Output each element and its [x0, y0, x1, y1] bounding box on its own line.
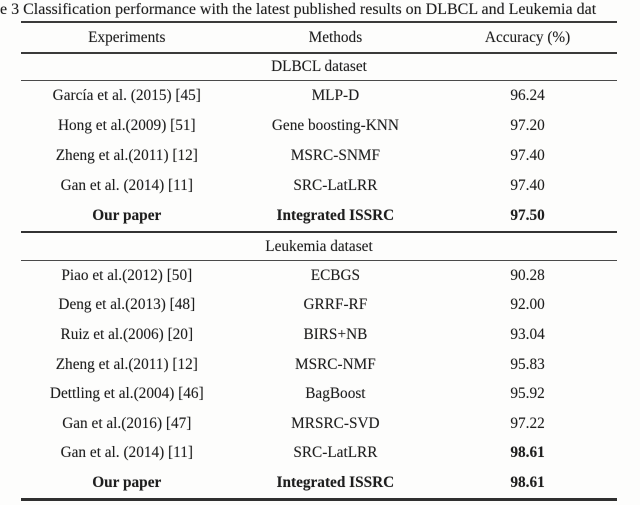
experiment-cell: Dettling et al.(2004) [46] [49, 385, 204, 403]
accuracy-cell: 97.50 [510, 207, 545, 224]
section-dlbcl-rows: García et al. (2015) [45] MLP-D 96.24 Ho… [21, 81, 617, 231]
accuracy-cell: 95.92 [510, 385, 545, 403]
method-cell: MSRC-NMF [295, 355, 376, 373]
experiment-cell: Piao et al.(2012) [50] [61, 266, 193, 284]
table-row: Gan et al. (2014) [11] SRC-LatLRR 98.61 [21, 439, 617, 469]
method-cell: Integrated ISSRC [276, 207, 395, 224]
column-header-experiments: Experiments [88, 28, 166, 46]
experiment-cell: Zheng et al.(2011) [12] [55, 355, 198, 373]
section-title-leukemia: Leukemia dataset [21, 231, 617, 261]
column-header-accuracy: Accuracy (%) [484, 28, 571, 46]
method-cell: MSRC-SNMF [290, 147, 381, 164]
table-row: Zheng et al.(2011) [12] MSRC-NMF 95.83 [21, 350, 617, 380]
accuracy-cell: 97.40 [510, 147, 545, 164]
experiment-cell: Gan et al. (2014) [11] [60, 177, 193, 194]
method-cell: MRSRC-SVD [291, 414, 380, 432]
experiment-cell: Zheng et al.(2011) [12] [55, 147, 198, 164]
accuracy-cell: 97.22 [510, 414, 545, 432]
experiment-cell: Gan et al. (2014) [11] [60, 444, 193, 462]
experiment-cell: Our paper [92, 473, 162, 491]
column-header-methods: Methods [308, 28, 363, 46]
method-cell: BagBoost [305, 385, 366, 403]
table-caption: e 3 Classification performance with the … [0, 1, 597, 18]
accuracy-cell: 90.28 [510, 266, 545, 284]
experiment-cell: Deng et al.(2013) [48] [58, 296, 196, 314]
method-cell: SRC-LatLRR [293, 444, 378, 462]
method-cell: Gene boosting-KNN [271, 117, 399, 134]
table-row: Zheng et al.(2011) [12] MSRC-SNMF 97.40 [21, 141, 617, 171]
table-header-row: Experiments Methods Accuracy (%) [21, 23, 617, 54]
experiment-cell: Our paper [92, 207, 162, 224]
accuracy-cell: 96.24 [510, 87, 545, 104]
method-cell: ECBGS [310, 266, 361, 284]
table-row: García et al. (2015) [45] MLP-D 96.24 [21, 81, 617, 111]
accuracy-cell: 98.61 [510, 473, 545, 491]
method-cell: SRC-LatLRR [293, 177, 378, 194]
method-cell: GRRF-RF [303, 296, 368, 314]
experiment-cell: García et al. (2015) [45] [52, 87, 201, 104]
accuracy-cell: 97.40 [510, 177, 545, 194]
table-row: Gan et al.(2016) [47] MRSRC-SVD 97.22 [21, 409, 617, 439]
section-leukemia-rows: Piao et al.(2012) [50] ECBGS 90.28 Deng … [21, 261, 617, 498]
table-row: Piao et al.(2012) [50] ECBGS 90.28 [21, 261, 617, 291]
experiment-cell: Hong et al.(2009) [51] [57, 117, 196, 134]
accuracy-cell: 93.04 [510, 325, 545, 343]
experiment-cell: Ruiz et al.(2006) [20] [60, 325, 194, 343]
accuracy-cell: 92.00 [510, 296, 545, 314]
table-row-our-paper: Our paper Integrated ISSRC 97.50 [21, 201, 617, 231]
table-row: Deng et al.(2013) [48] GRRF-RF 92.00 [21, 291, 617, 321]
method-cell: Integrated ISSRC [276, 473, 395, 491]
table-row-our-paper: Our paper Integrated ISSRC 98.61 [21, 468, 617, 498]
method-cell: BIRS+NB [303, 325, 368, 343]
table-row: Dettling et al.(2004) [46] BagBoost 95.9… [21, 379, 617, 409]
accuracy-cell: 95.83 [510, 355, 545, 373]
method-cell: MLP-D [311, 87, 360, 104]
experiment-cell: Gan et al.(2016) [47] [62, 414, 192, 432]
accuracy-cell: 98.61 [510, 444, 545, 462]
table-row: Gan et al. (2014) [11] SRC-LatLRR 97.40 [21, 171, 617, 201]
results-table: Experiments Methods Accuracy (%) DLBCL d… [21, 21, 617, 501]
table-row: Ruiz et al.(2006) [20] BIRS+NB 93.04 [21, 320, 617, 350]
section-title-dlbcl: DLBCL dataset [21, 54, 617, 81]
accuracy-cell: 97.20 [510, 117, 545, 134]
table-row: Hong et al.(2009) [51] Gene boosting-KNN… [21, 111, 617, 141]
